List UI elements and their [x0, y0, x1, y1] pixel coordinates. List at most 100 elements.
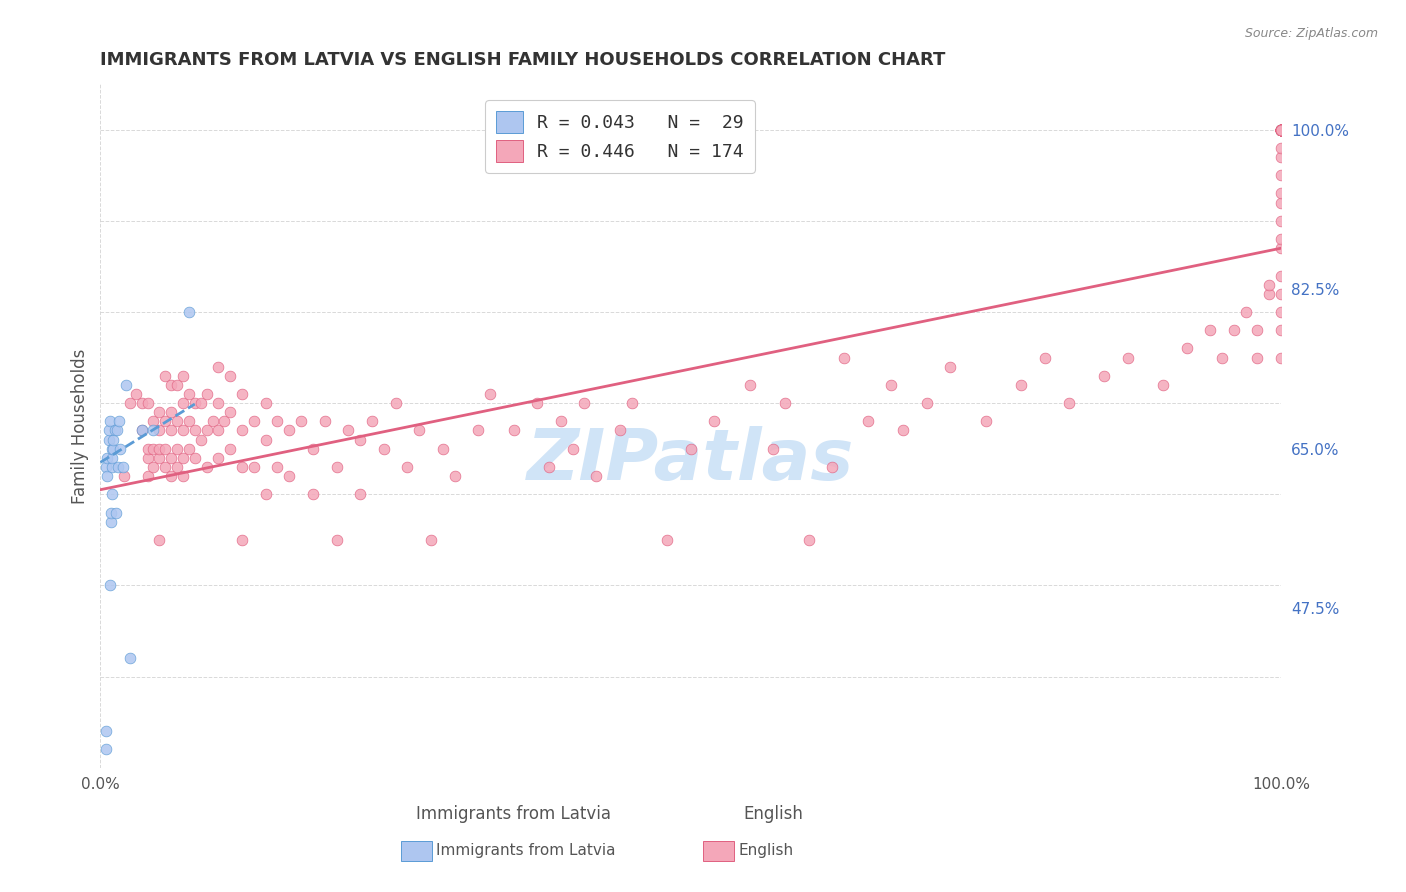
Point	[207, 396, 229, 410]
Point	[142, 414, 165, 428]
Point	[101, 487, 124, 501]
Point	[432, 442, 454, 456]
Point	[131, 424, 153, 438]
Point	[136, 450, 159, 465]
Point	[1270, 268, 1292, 283]
Point	[131, 396, 153, 410]
Point	[142, 459, 165, 474]
Point	[142, 424, 165, 438]
Point	[1270, 122, 1292, 136]
Point	[1270, 122, 1292, 136]
Point	[96, 724, 118, 739]
Point	[1270, 122, 1292, 136]
Point	[112, 469, 135, 483]
Point	[1270, 195, 1292, 210]
Point	[408, 424, 430, 438]
Point	[98, 414, 121, 428]
Point	[131, 424, 153, 438]
Point	[314, 414, 336, 428]
Point	[1270, 122, 1292, 136]
Point	[290, 414, 312, 428]
Point	[1116, 351, 1139, 365]
Point	[1270, 241, 1292, 255]
Point	[502, 424, 524, 438]
Point	[609, 424, 631, 438]
Text: ZIPatlas: ZIPatlas	[527, 425, 855, 494]
Point	[136, 396, 159, 410]
Point	[108, 414, 131, 428]
Point	[155, 442, 177, 456]
Point	[1270, 122, 1292, 136]
Point	[1246, 323, 1268, 337]
Point	[142, 442, 165, 456]
Point	[214, 414, 236, 428]
Point	[110, 442, 132, 456]
Point	[1270, 122, 1292, 136]
Point	[103, 442, 125, 456]
Point	[1270, 122, 1292, 136]
Point	[1270, 122, 1292, 136]
Point	[172, 469, 194, 483]
Point	[219, 368, 242, 383]
Point	[231, 459, 253, 474]
Point	[1258, 286, 1281, 301]
Point	[1199, 323, 1222, 337]
Point	[679, 442, 702, 456]
Point	[166, 414, 188, 428]
Point	[177, 387, 200, 401]
Point	[125, 387, 148, 401]
Point	[111, 459, 134, 474]
Point	[172, 424, 194, 438]
Point	[97, 433, 120, 447]
Point	[160, 469, 183, 483]
Point	[219, 442, 242, 456]
Point	[773, 396, 796, 410]
Point	[1270, 122, 1292, 136]
Point	[254, 487, 277, 501]
Point	[1270, 122, 1292, 136]
Point	[98, 578, 121, 592]
Point	[1152, 378, 1174, 392]
Point	[325, 459, 347, 474]
Point	[703, 414, 725, 428]
Point	[1270, 122, 1292, 136]
Point	[526, 396, 548, 410]
Point	[1246, 351, 1268, 365]
Point	[1270, 122, 1292, 136]
Point	[1270, 122, 1292, 136]
Point	[1270, 122, 1292, 136]
Point	[1270, 122, 1292, 136]
Point	[160, 378, 183, 392]
Legend: R = 0.043   N =  29, R = 0.446   N = 174: R = 0.043 N = 29, R = 0.446 N = 174	[485, 100, 755, 173]
Point	[190, 396, 212, 410]
Point	[96, 459, 118, 474]
Point	[231, 533, 253, 547]
Point	[148, 405, 170, 419]
Point	[105, 424, 128, 438]
Point	[1270, 351, 1292, 365]
Point	[101, 450, 124, 465]
Point	[1270, 122, 1292, 136]
Point	[467, 424, 489, 438]
Point	[1270, 122, 1292, 136]
Point	[1270, 122, 1292, 136]
Point	[1270, 122, 1292, 136]
Point	[1270, 168, 1292, 182]
Point	[103, 424, 125, 438]
Point	[384, 396, 406, 410]
Point	[1258, 277, 1281, 292]
Point	[1270, 122, 1292, 136]
Point	[96, 742, 118, 756]
Point	[1270, 186, 1292, 201]
Point	[136, 469, 159, 483]
Point	[184, 450, 207, 465]
Point	[620, 396, 643, 410]
Point	[1175, 342, 1198, 356]
Point	[1270, 214, 1292, 228]
Point	[107, 459, 129, 474]
Point	[585, 469, 607, 483]
Point	[1270, 323, 1292, 337]
Point	[160, 450, 183, 465]
Point	[1234, 305, 1257, 319]
Point	[574, 396, 596, 410]
